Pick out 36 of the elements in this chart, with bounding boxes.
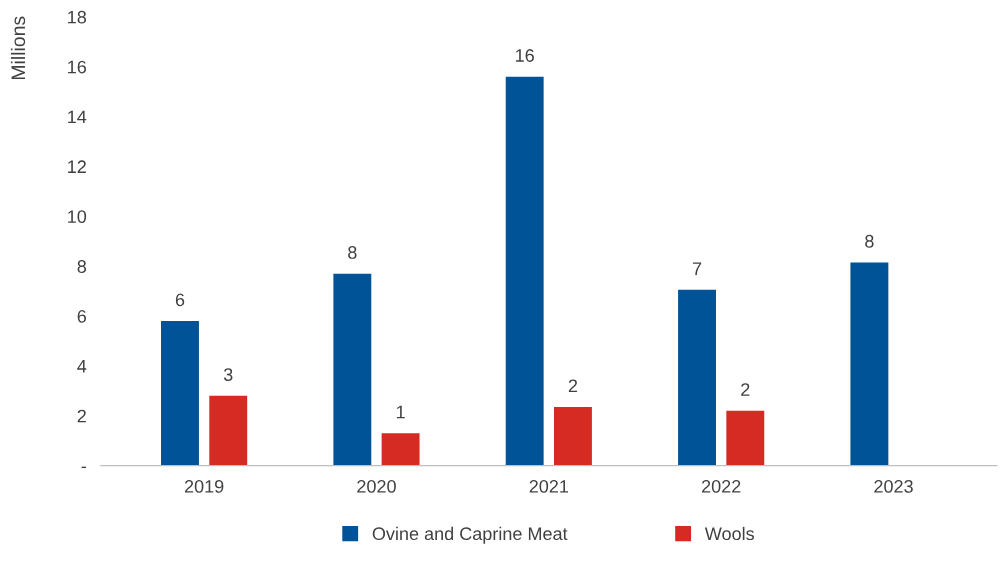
data-label: 6 — [175, 293, 185, 307]
x-tick-label: 2021 — [529, 480, 569, 493]
legend-label: Ovine and Caprine Meat — [372, 526, 568, 544]
bar — [333, 273, 372, 466]
data-label: 2 — [568, 379, 578, 393]
bar — [505, 76, 544, 466]
bar — [726, 410, 765, 466]
bar — [553, 407, 592, 466]
y-tick-label: 8 — [77, 260, 87, 273]
bar — [678, 289, 716, 466]
data-label: 7 — [692, 262, 702, 275]
bar — [850, 262, 889, 466]
y-tick-label: 10 — [68, 210, 87, 224]
y-tick-label: 2 — [77, 409, 86, 423]
y-tick-label: 4 — [77, 360, 87, 373]
bar — [381, 433, 420, 466]
legend-label: Wools — [704, 526, 754, 541]
data-label: 2 — [741, 383, 750, 396]
y-tick-label: 16 — [68, 60, 87, 74]
data-label: 1 — [396, 405, 405, 419]
y-tick-label: 14 — [68, 110, 87, 124]
y-tick-label: 6 — [77, 309, 87, 323]
x-tick-label: 2020 — [357, 480, 396, 493]
data-label: 3 — [223, 368, 233, 382]
x-tick-label: 2023 — [874, 480, 913, 493]
data-label: 8 — [348, 246, 357, 259]
bar — [209, 395, 248, 466]
y-tick-label: - — [81, 466, 87, 469]
y-tick-label: 12 — [68, 160, 86, 173]
y-tick-label: 18 — [68, 10, 87, 24]
data-label: 16 — [516, 49, 534, 62]
x-tick-label: 2019 — [184, 480, 224, 493]
bar — [161, 321, 199, 466]
data-label: 8 — [865, 234, 874, 248]
x-tick-label: 2022 — [701, 480, 741, 493]
y-axis-title: Millions — [10, 16, 26, 80]
